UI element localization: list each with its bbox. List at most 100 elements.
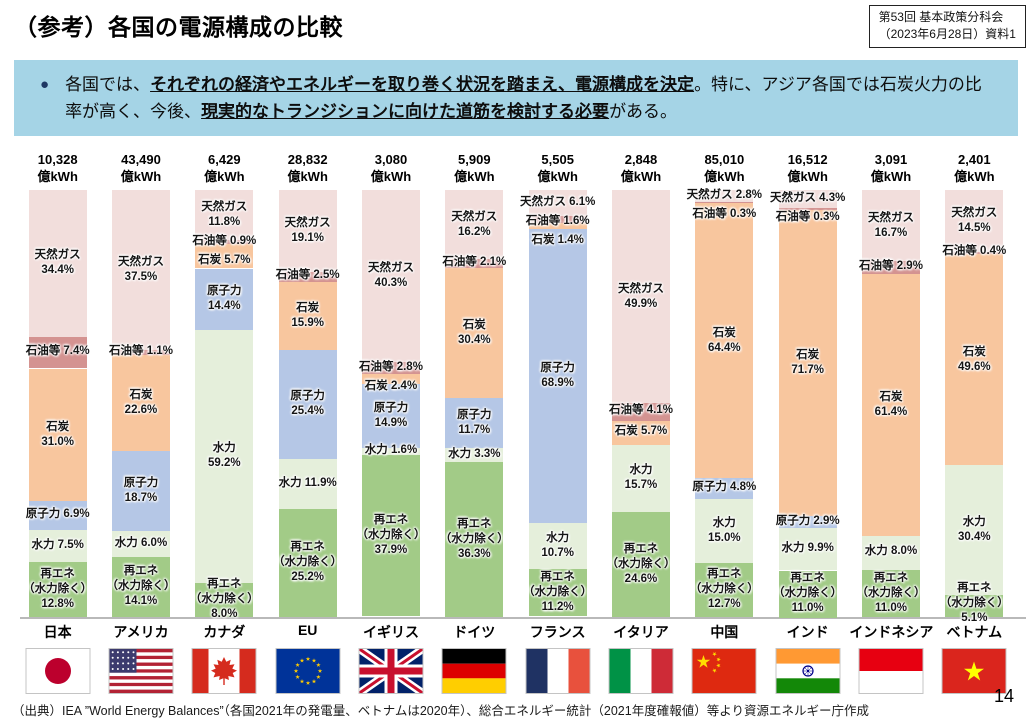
flag-container [525,648,591,694]
bar-segment-oil [945,251,1004,254]
flag-container [858,648,924,694]
bar-segment-coal [111,354,170,452]
bar-segment-oil [445,259,504,269]
country-column-france: 5,505 億kWh 天然ガス 6.1% 石油等 1.6% 石炭 1.4% 原子力 68.9… [516,150,599,710]
flag-china-icon [691,648,757,694]
flag-container [691,648,757,694]
bar-segment-oil [278,271,337,283]
bar-segment-coal [778,209,837,516]
total-generation-label: 5,909 億kWh [454,152,495,184]
bar-segment-hydro [861,535,920,571]
bar-segment-coal [278,282,337,351]
country-column-china: 85,010 億kWh 天然ガス 2.8% 石油等 0.3% 石炭 64.4% 原子力 4.… [683,150,766,710]
bar-segment-oil [695,202,754,204]
total-generation-label: 3,091 億kWh [870,152,912,184]
bar-segment-coal [195,244,254,269]
bar-segment-hydro [278,458,337,510]
bar-segment-hydro [445,447,504,462]
flag-container [191,648,257,694]
bar-segment-hydro [111,531,170,557]
bar-segment-renewables [861,570,920,617]
bar-segment-renewables [695,562,754,617]
bar-segment-coal [528,222,587,229]
country-column-vietnam: 2,401 億kWh 天然ガス 14.5% 石油等 0.4% 石炭 49.6% 水力 30.4%… [933,150,1016,710]
reference-line1: 第53回 基本政策分科会 [878,10,1004,24]
bar-segment-gas [361,190,420,363]
banner-plain: 。特に、アジア各国では石炭火力の比率が高く、今後、 [65,75,982,121]
flag-japan-icon [25,648,91,694]
country-column-indonesia: 3,091 億kWh 天然ガス 16.7% 石油等 2.9% 石炭 61.4% 水力 8.0%… [849,150,934,710]
bar-segment-gas [195,190,254,241]
bar-segment-nuclear [695,478,754,499]
bar-segment-gas [278,190,337,272]
page-title: （参考）各国の電源構成の比較 [14,14,343,40]
country-name: アメリカ [113,624,169,640]
bar-segment-oil [195,240,254,245]
banner-emphasis: 現実的なトランジションに向けた道筋を検討する必要 [201,102,610,121]
flag-container [608,648,674,694]
flag-container [358,648,424,694]
power-mix-chart: 10,328 億kWh 天然ガス 34.4% 石油等 7.4% 石炭 31.0% 原子力 6.… [16,150,1026,716]
bar-segment-hydro [361,447,420,455]
total-generation-label: 85,010 億kWh [704,152,745,184]
stacked-bar [695,190,754,617]
source-note: （出典）IEA ”World Energy Balances”（各国2021年の… [12,704,869,718]
flag-container [775,648,841,694]
flag-container [275,648,341,694]
banner-emphasis: それぞれの経済やエネルギーを取り巻く状況を踏まえ、電源構成を決定 [150,75,695,94]
bar-segment-oil [861,261,920,274]
flag-india-icon [775,648,841,694]
country-name: EU [297,622,318,638]
flag-germany-icon [441,648,507,694]
country-name: イタリア [613,624,669,640]
flag-container [108,648,174,694]
bar-segment-nuclear [111,451,170,532]
bar-segment-renewables [778,570,837,618]
banner-plain: 各国では、 [65,75,151,94]
bar-segment-oil [361,362,420,375]
flag-container [441,648,507,694]
stacked-bar [28,190,87,617]
chart-baseline [20,617,1026,619]
country-name: フランス [529,624,586,640]
bar-segment-nuclear [778,515,837,529]
country-name: 中国 [710,624,739,640]
bar-segment-oil [28,336,87,369]
bar-segment-gas [445,190,504,260]
total-generation-label: 10,328 億kWh [37,152,78,184]
country-name: ドイツ [453,624,496,640]
bar-segment-coal [28,368,87,501]
reference-line2: （2023年6月28日）資料1 [878,27,1016,42]
bullet-icon: ● [40,76,50,93]
stacked-bar [445,190,504,617]
page-number: 14 [993,686,1014,706]
total-generation-label: 2,848 億kWh [620,152,662,184]
flag-italy-icon [608,648,674,694]
country-name: インドネシア [849,624,934,640]
bar-segment-hydro [195,330,254,583]
summary-banner: ● 各国では、それぞれの経済やエネルギーを取り巻く状況を踏まえ、電源構成を決定。… [14,60,1018,136]
bar-segment-renewables [445,462,504,617]
bar-segment-hydro [945,465,1004,596]
bar-segment-nuclear [361,384,420,448]
bar-segment-coal [695,203,754,479]
bar-segment-coal [361,374,420,385]
total-generation-label: 5,505 億kWh [537,152,578,184]
flag-eu-icon [275,648,341,694]
stacked-bar [611,190,670,617]
bar-segment-coal [445,268,504,398]
bar-segment-gas [111,190,170,351]
bar-segment-oil [611,403,670,421]
bar-segment-nuclear [195,268,254,331]
stacked-bar [861,190,920,617]
bar-segment-gas [611,190,670,404]
bar-segment-nuclear [278,350,337,459]
bar-segment-coal [861,273,920,536]
bar-segment-gas [945,190,1004,252]
bar-segment-nuclear [528,228,587,524]
bar-segment-nuclear [28,500,87,531]
stacked-bar [528,190,587,617]
bar-segment-hydro [695,498,754,563]
bar-segment-hydro [28,530,87,563]
bar-segment-hydro [528,523,587,569]
